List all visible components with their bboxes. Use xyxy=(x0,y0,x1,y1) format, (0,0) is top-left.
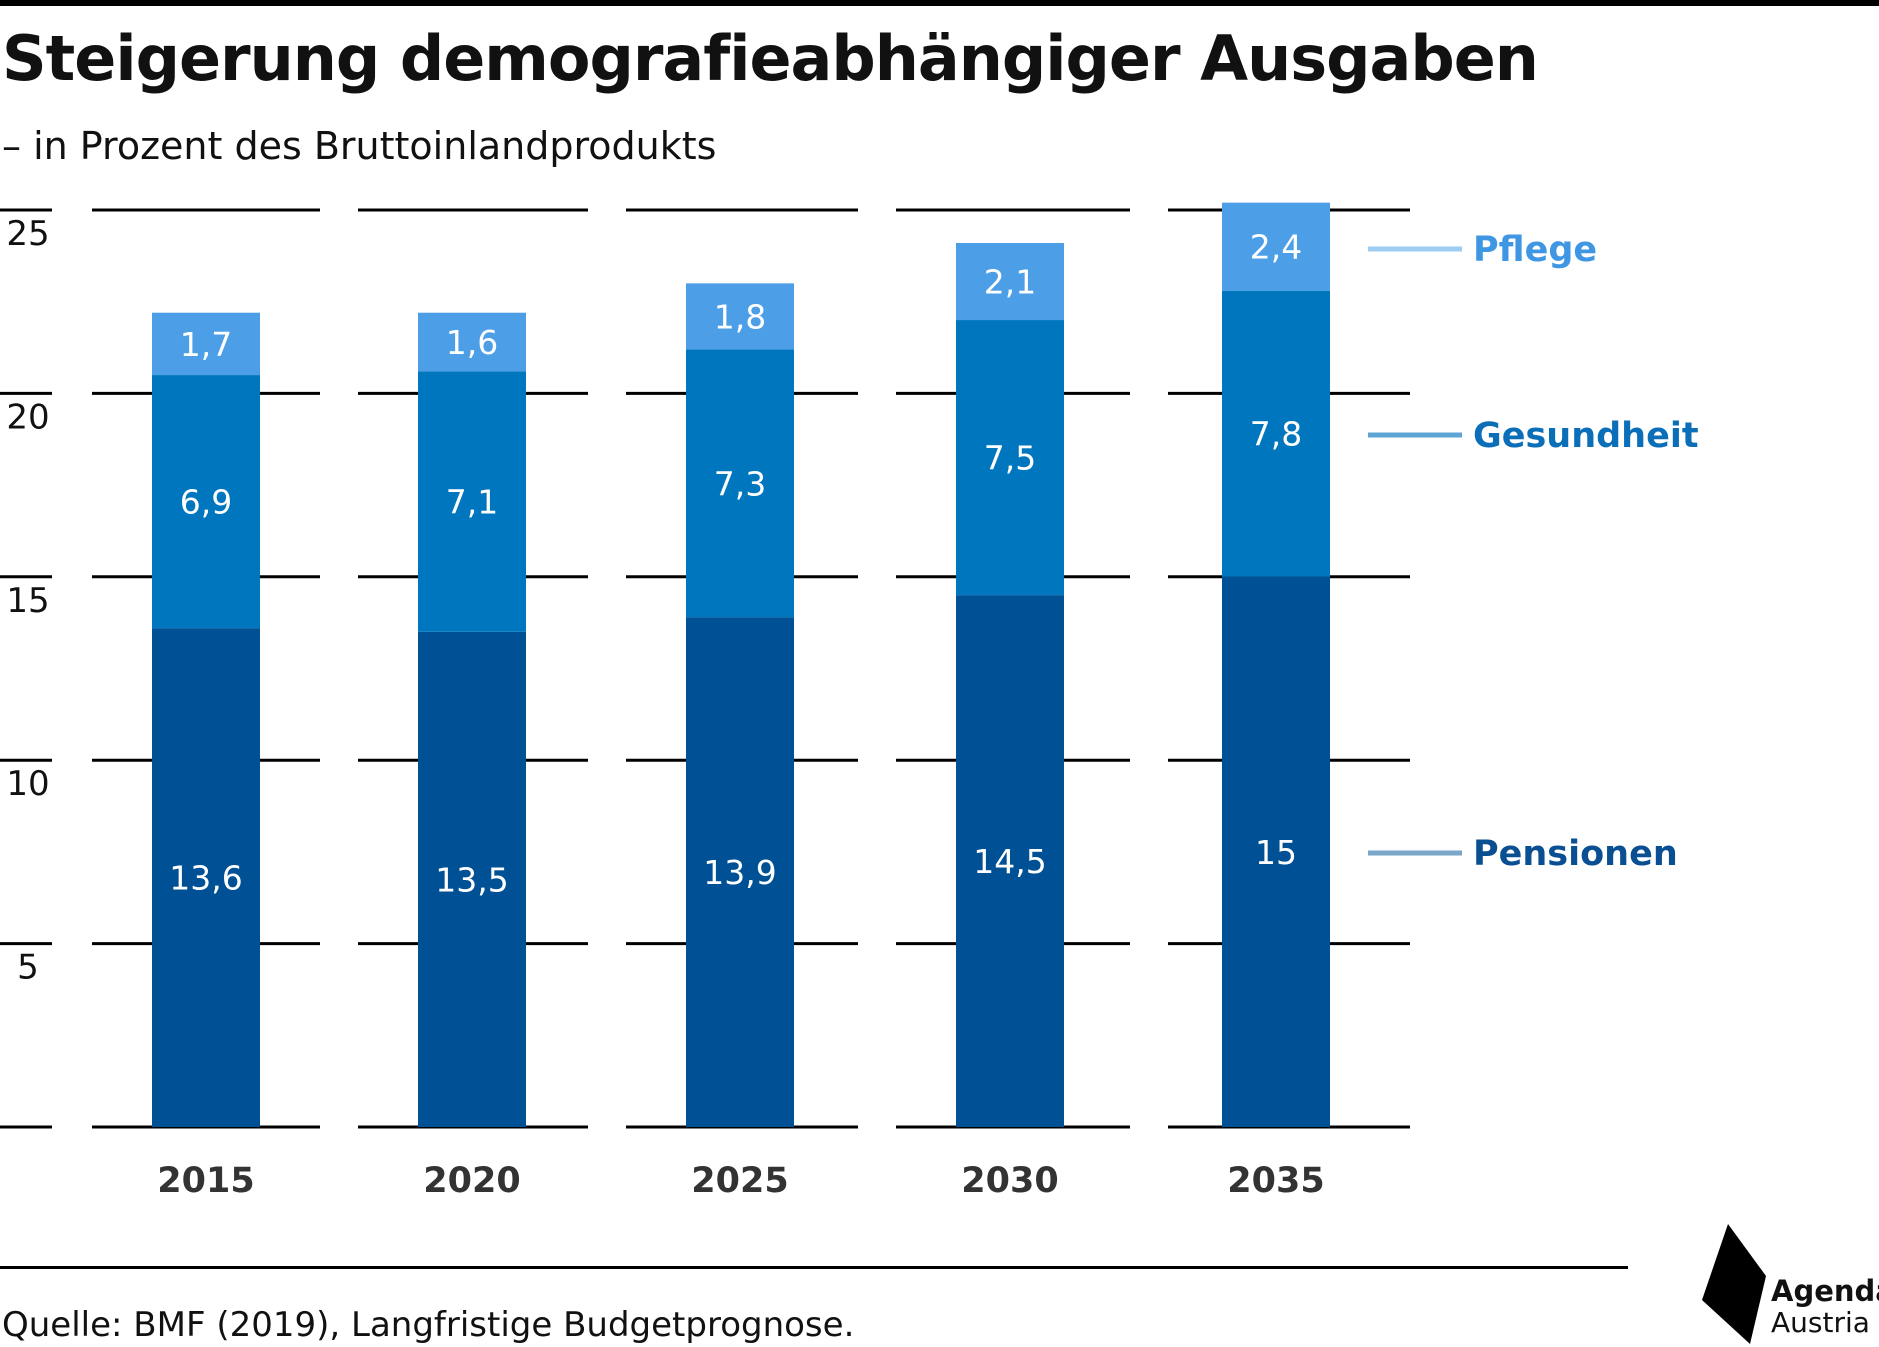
y-tick-label: 5 xyxy=(17,948,39,988)
y-tick-label: 20 xyxy=(6,397,49,437)
chart-title: Steigerung demografieabhängiger Ausgaben xyxy=(2,22,1539,95)
top-rule xyxy=(0,0,1879,6)
bar-segment-pflege xyxy=(152,312,260,376)
x-tick-label: 2035 xyxy=(1227,1161,1324,1201)
y-tick-label: 10 xyxy=(6,764,49,804)
bar-segment-pensionen xyxy=(686,617,794,1127)
bar-value-label: 13,5 xyxy=(435,860,508,899)
bar-segment-pensionen xyxy=(152,628,260,1127)
bar-segment-gesundheit xyxy=(418,371,526,632)
source-note: Quelle: BMF (2019), Langfristige Budgetp… xyxy=(2,1305,855,1345)
bar-segment-pflege xyxy=(686,283,794,350)
bar-value-label: 1,8 xyxy=(714,297,766,336)
bar-value-label: 1,7 xyxy=(180,325,232,364)
x-tick-label: 2020 xyxy=(423,1161,520,1201)
agenda-austria-logo xyxy=(1702,1224,1766,1344)
bar-segment-gesundheit xyxy=(1222,290,1330,577)
bar-segment-gesundheit xyxy=(152,375,260,629)
bar-segment-pflege xyxy=(1222,202,1330,291)
legend-label-gesundheit: Gesundheit xyxy=(1473,416,1699,456)
bar-value-label: 13,6 xyxy=(169,859,242,898)
bar-value-label: 7,1 xyxy=(446,483,498,522)
legend: Pensionen Gesundheit Pflege xyxy=(1368,230,1699,874)
logo-name-line2: Austria xyxy=(1771,1306,1870,1339)
bar-value-labels: 13,6 6,9 1,7 13,5 7,1 1,6 13,9 7,3 1,8 14,5 7,5 2,1… xyxy=(169,228,1302,900)
bar-value-label: 15 xyxy=(1255,833,1297,872)
stacked-bar-chart: 13,6 6,9 1,7 13,5 7,1 1,6 13,9 7,3 1,8 14,5 7,5 2,1… xyxy=(0,202,1699,1201)
y-tick-label: 25 xyxy=(6,214,49,254)
legend-label-pflege: Pflege xyxy=(1473,230,1597,270)
bar-value-label: 7,3 xyxy=(714,464,766,503)
logo-name-line1: Agenda xyxy=(1771,1274,1879,1308)
legend-label-pensionen: Pensionen xyxy=(1473,834,1678,874)
bar-segment-pensionen xyxy=(1222,576,1330,1127)
bar-segment-pensionen xyxy=(418,631,526,1127)
x-tick-label: 2015 xyxy=(157,1161,254,1201)
bars xyxy=(152,202,1330,1127)
bar-segment-pflege xyxy=(956,243,1064,321)
bar-value-label: 13,9 xyxy=(703,853,776,892)
y-tick-label: 15 xyxy=(6,581,49,621)
bar-value-label: 6,9 xyxy=(180,483,232,522)
bar-value-label: 2,1 xyxy=(984,263,1036,302)
bar-value-label: 1,6 xyxy=(446,323,498,362)
bar-value-label: 7,5 xyxy=(984,439,1036,478)
bar-segment-pflege xyxy=(418,312,526,372)
bar-segment-pensionen xyxy=(956,595,1064,1127)
bar-segment-gesundheit xyxy=(686,349,794,618)
bar-value-label: 14,5 xyxy=(973,842,1046,881)
bar-value-label: 7,8 xyxy=(1250,415,1302,454)
bottom-rule xyxy=(0,1266,1628,1269)
logo-mark xyxy=(1702,1224,1766,1344)
x-tick-label: 2025 xyxy=(691,1161,788,1201)
chart-subtitle: – in Prozent des Bruttoinlandprodukts xyxy=(2,124,717,168)
bar-value-label: 2,4 xyxy=(1250,228,1302,267)
bar-segment-gesundheit xyxy=(956,320,1064,596)
x-tick-label: 2030 xyxy=(961,1161,1058,1201)
